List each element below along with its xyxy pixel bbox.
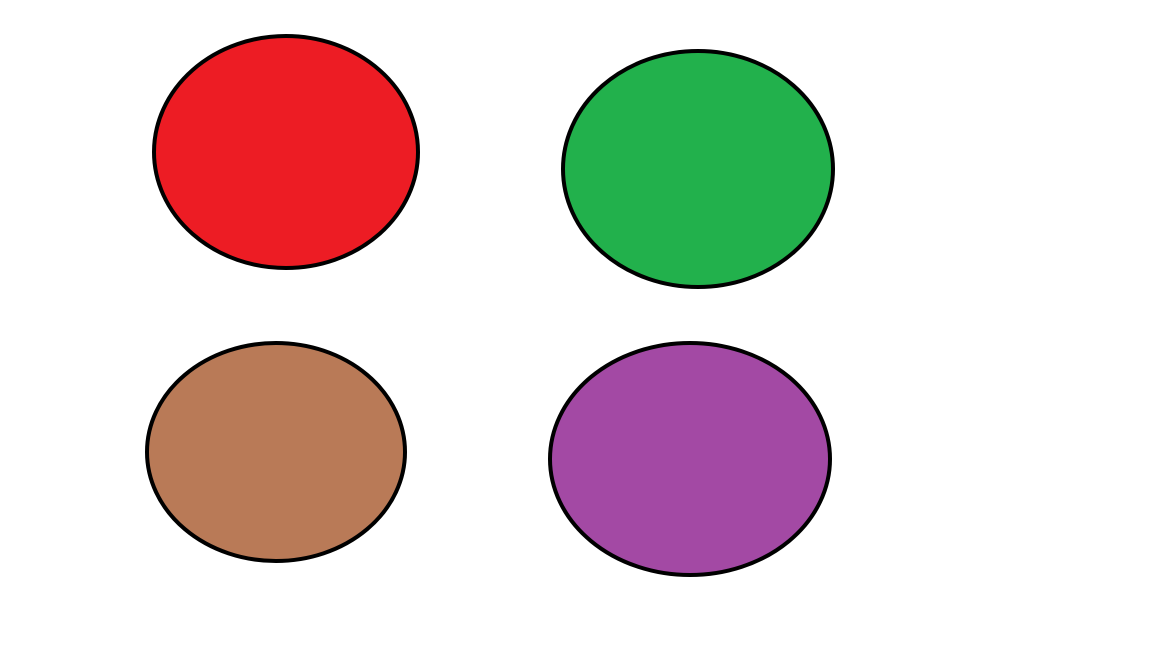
purple-ellipse	[548, 341, 832, 577]
green-ellipse	[561, 49, 835, 289]
brown-ellipse	[145, 341, 407, 563]
red-ellipse	[152, 34, 420, 270]
